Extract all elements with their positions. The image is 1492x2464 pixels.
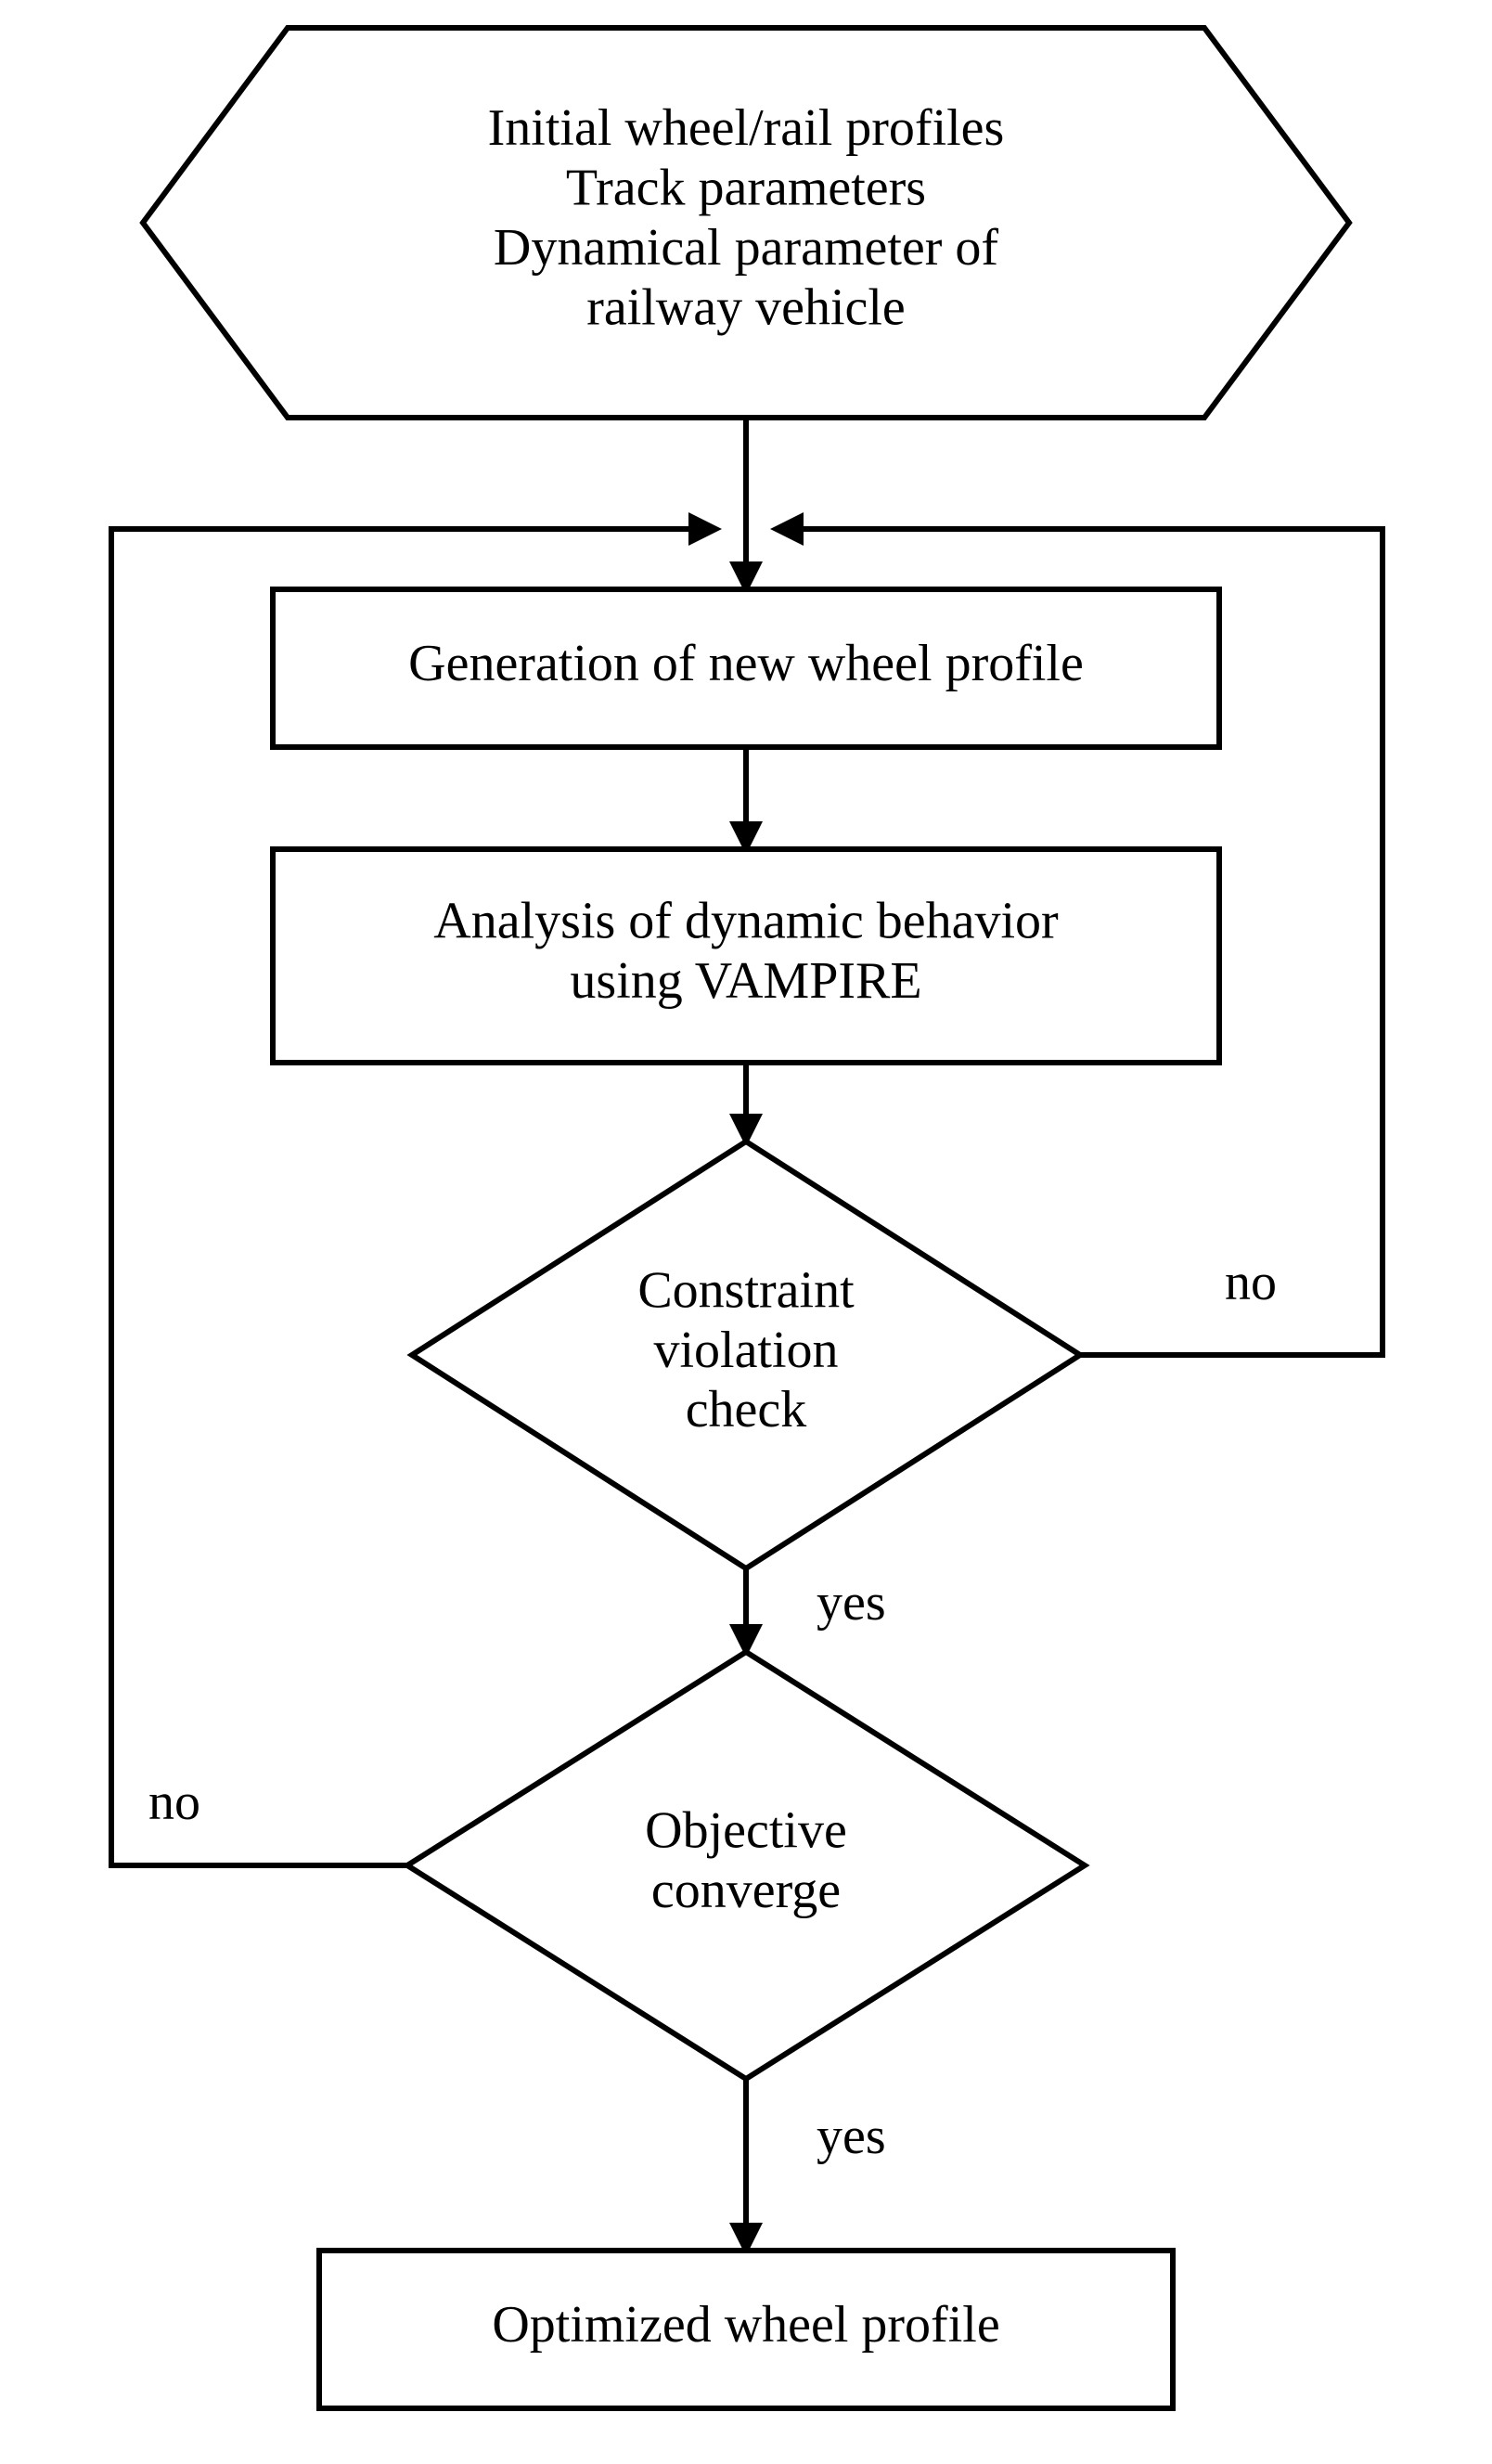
nodes.constraint-line-2: check (686, 1381, 807, 1438)
node-gen: Generation of new wheel profile (273, 589, 1219, 747)
nodes.constraint-line-1: violation (653, 1322, 838, 1379)
node-analysis: Analysis of dynamic behaviorusing VAMPIR… (273, 849, 1219, 1063)
nodes.start-line-1: Track parameters (566, 160, 926, 217)
edge-label-e_objective_no: no (148, 1774, 200, 1831)
node-constraint: Constraintviolationcheck (412, 1142, 1080, 1568)
node-start: Initial wheel/rail profilesTrack paramet… (143, 28, 1349, 418)
nodes.analysis-line-0: Analysis of dynamic behavior (433, 893, 1059, 950)
nodes.start-line-0: Initial wheel/rail profiles (488, 99, 1005, 157)
node-objective: Objectiveconverge (407, 1652, 1085, 2079)
nodes.analysis-line-1: using VAMPIRE (570, 952, 921, 1010)
edge-label-e_constraint_objective: yes (817, 1574, 886, 1632)
nodes.start-line-3: railway vehicle (586, 278, 906, 336)
nodes.output-line-0: Optimized wheel profile (492, 2296, 999, 2354)
nodes.objective-line-0: Objective (645, 1802, 847, 1860)
flowchart-canvas: Initial wheel/rail profilesTrack paramet… (0, 0, 1492, 2464)
edge-label-e_constraint_no: no (1225, 1254, 1277, 1311)
nodes.start-line-2: Dynamical parameter of (494, 219, 999, 277)
node-output: Optimized wheel profile (319, 2251, 1173, 2408)
nodes.objective-line-1: converge (651, 1862, 841, 1919)
edge-label-e_objective_output: yes (817, 2108, 886, 2165)
nodes.constraint-line-0: Constraint (637, 1261, 855, 1319)
nodes.gen-line-0: Generation of new wheel profile (408, 635, 1084, 692)
